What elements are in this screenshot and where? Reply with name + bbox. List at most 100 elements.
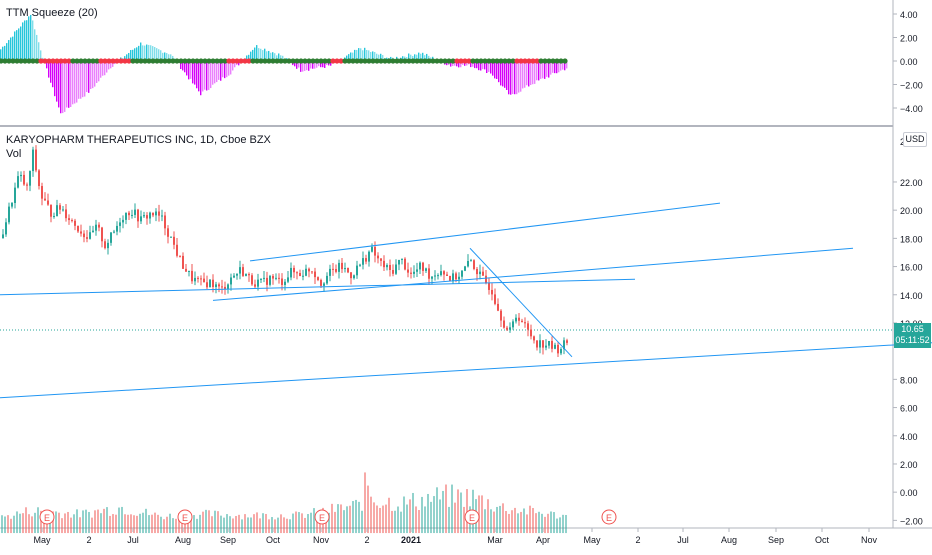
squeeze-bar bbox=[84, 61, 86, 97]
earnings-marker[interactable] bbox=[464, 509, 480, 525]
candle-body bbox=[563, 340, 565, 350]
squeeze-bar bbox=[526, 61, 528, 86]
candle-body bbox=[533, 336, 535, 341]
volume-bar bbox=[223, 517, 225, 534]
squeeze-bar bbox=[180, 61, 182, 70]
squeeze-bar bbox=[78, 61, 80, 99]
volume-bar bbox=[376, 505, 378, 534]
candle-body bbox=[113, 231, 115, 233]
candle-body bbox=[206, 282, 208, 288]
squeeze-dot bbox=[246, 58, 252, 64]
squeeze-bar bbox=[356, 49, 358, 61]
time-axis-label: Nov bbox=[313, 535, 330, 545]
volume-bar bbox=[505, 511, 507, 534]
candle-body bbox=[320, 279, 322, 286]
indicator-axis-label: 4.00 bbox=[900, 10, 918, 20]
squeeze-dot bbox=[58, 58, 64, 64]
squeeze-dot bbox=[130, 58, 136, 64]
squeeze-bar bbox=[484, 61, 486, 70]
earnings-marker[interactable] bbox=[177, 509, 193, 525]
symbol-title[interactable]: KARYOPHARM THERAPEUTICS INC, 1D, Cboe BZ… bbox=[6, 134, 271, 146]
squeeze-bar bbox=[142, 45, 144, 61]
candle-body bbox=[218, 284, 220, 287]
trendlines[interactable] bbox=[0, 202, 932, 399]
volume-bar bbox=[427, 493, 429, 534]
trendline[interactable] bbox=[249, 202, 721, 262]
volume-bar bbox=[304, 517, 306, 534]
squeeze-bar bbox=[208, 61, 210, 90]
volume-bar bbox=[31, 516, 33, 534]
squeeze-bar bbox=[482, 61, 484, 70]
candle-body bbox=[179, 255, 181, 257]
squeeze-bar bbox=[366, 49, 368, 61]
volume-bar bbox=[127, 514, 129, 534]
volume-bar bbox=[403, 496, 405, 534]
squeeze-bar bbox=[106, 61, 108, 73]
squeeze-bar bbox=[420, 53, 422, 61]
squeeze-bar bbox=[16, 30, 18, 61]
candle-body bbox=[446, 274, 448, 276]
candle-body bbox=[263, 277, 265, 279]
indicator-axis-label: 0.00 bbox=[900, 57, 918, 67]
volume-bar bbox=[214, 510, 216, 534]
squeeze-dot bbox=[126, 58, 132, 64]
squeeze-dot bbox=[34, 58, 40, 64]
candle-body bbox=[287, 277, 289, 282]
squeeze-bar bbox=[230, 61, 232, 75]
volume-bar bbox=[436, 487, 438, 534]
squeeze-bar bbox=[408, 53, 410, 61]
squeeze-bar bbox=[138, 45, 140, 61]
trendline[interactable] bbox=[0, 278, 636, 296]
trendline[interactable] bbox=[212, 247, 854, 301]
squeeze-dot bbox=[170, 58, 176, 64]
volume-bar bbox=[478, 495, 480, 534]
squeeze-bar bbox=[524, 61, 526, 88]
candle-body bbox=[233, 275, 235, 278]
volume-bar bbox=[172, 518, 174, 534]
candle-body bbox=[476, 268, 478, 275]
trendline[interactable] bbox=[469, 247, 573, 358]
volume-bar bbox=[340, 504, 342, 534]
squeeze-bar bbox=[68, 61, 70, 108]
candle-body bbox=[341, 262, 343, 270]
squeeze-bar bbox=[302, 61, 304, 72]
volume-bar bbox=[508, 513, 510, 534]
volume-bar bbox=[76, 509, 78, 534]
trendline[interactable] bbox=[0, 342, 932, 399]
candle-body bbox=[176, 244, 178, 256]
candle-body bbox=[74, 220, 76, 226]
squeeze-bar bbox=[476, 61, 478, 69]
indicator-title[interactable]: TTM Squeeze (20) bbox=[6, 7, 98, 19]
volume-bar bbox=[484, 509, 486, 534]
squeeze-bar bbox=[372, 51, 374, 61]
volume-bar bbox=[382, 505, 384, 534]
candle-body bbox=[122, 219, 124, 223]
price-axis[interactable]: 22.0020.0018.0016.0014.0012.008.006.004.… bbox=[893, 10, 923, 526]
last-price-value: 10.65 bbox=[901, 324, 924, 334]
currency-badge[interactable]: USD bbox=[903, 132, 927, 147]
squeeze-dot bbox=[18, 58, 24, 64]
squeeze-bar bbox=[130, 50, 132, 61]
earnings-marker[interactable] bbox=[601, 509, 617, 525]
squeeze-bar bbox=[50, 61, 52, 83]
squeeze-dot bbox=[70, 58, 76, 64]
squeeze-bar bbox=[226, 61, 228, 78]
time-axis[interactable]: May 2 Jul Aug Sep Oct Nov 2 2021 Mar Apr May 2 Jul Aug… bbox=[33, 528, 877, 545]
squeeze-bar bbox=[496, 61, 498, 79]
volume-bar bbox=[73, 514, 75, 534]
volume-label[interactable]: Vol bbox=[6, 148, 22, 160]
candle-body bbox=[278, 277, 280, 279]
candle-body bbox=[503, 320, 505, 328]
earnings-marker[interactable] bbox=[314, 509, 330, 525]
volume-bar bbox=[205, 509, 207, 534]
squeeze-bar bbox=[40, 50, 42, 61]
candle-body bbox=[44, 198, 46, 201]
time-axis-label: 2 bbox=[635, 535, 640, 545]
earnings-marker[interactable] bbox=[39, 509, 55, 525]
squeeze-bar bbox=[200, 61, 202, 96]
volume-bar bbox=[178, 513, 180, 534]
time-axis-label: Sep bbox=[768, 535, 784, 545]
